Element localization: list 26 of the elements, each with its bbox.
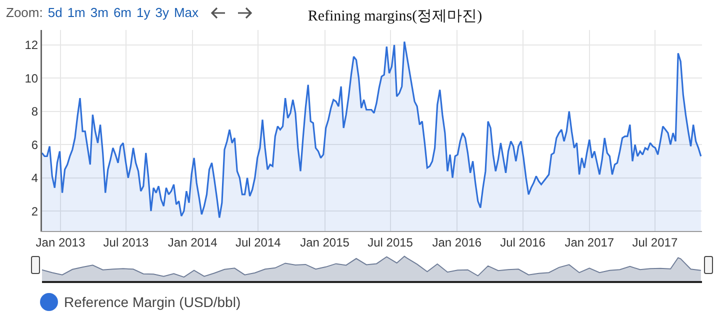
x-tick-label: Jul 2017 [632,235,678,250]
text: 1y [136,5,150,20]
y-tick-label: 12 [24,38,38,52]
chart-title: Refining margins(정제마진) [308,8,482,24]
x-tick-label: Jan 2014 [168,235,218,250]
x-tick-label: Jul 2016 [500,235,546,250]
x-tick-label: Jul 2014 [235,235,282,250]
text: 1m [67,5,86,20]
y-tick-label: 2 [31,204,38,218]
text: 6m [113,5,132,20]
text: 5d [48,5,62,20]
y-tick-label: 8 [31,104,38,119]
x-tick-label: Jul 2015 [368,235,414,250]
y-tick-label: 4 [31,171,38,186]
text: Zoom: [6,5,43,20]
text: 3m [90,5,108,20]
x-tick-label: Jul 2013 [103,235,149,250]
x-tick-label: Jan 2013 [36,235,86,250]
text: 3y [155,5,169,20]
legend-label: Reference Margin (USD/bbl) [64,294,241,310]
y-tick-label: 6 [31,138,38,152]
x-tick-label: Jan 2017 [564,235,614,250]
x-tick-label: Jan 2016 [432,235,482,250]
y-tick-label: 10 [24,71,38,86]
text: Max [174,5,199,20]
x-tick-label: Jan 2015 [300,235,350,250]
